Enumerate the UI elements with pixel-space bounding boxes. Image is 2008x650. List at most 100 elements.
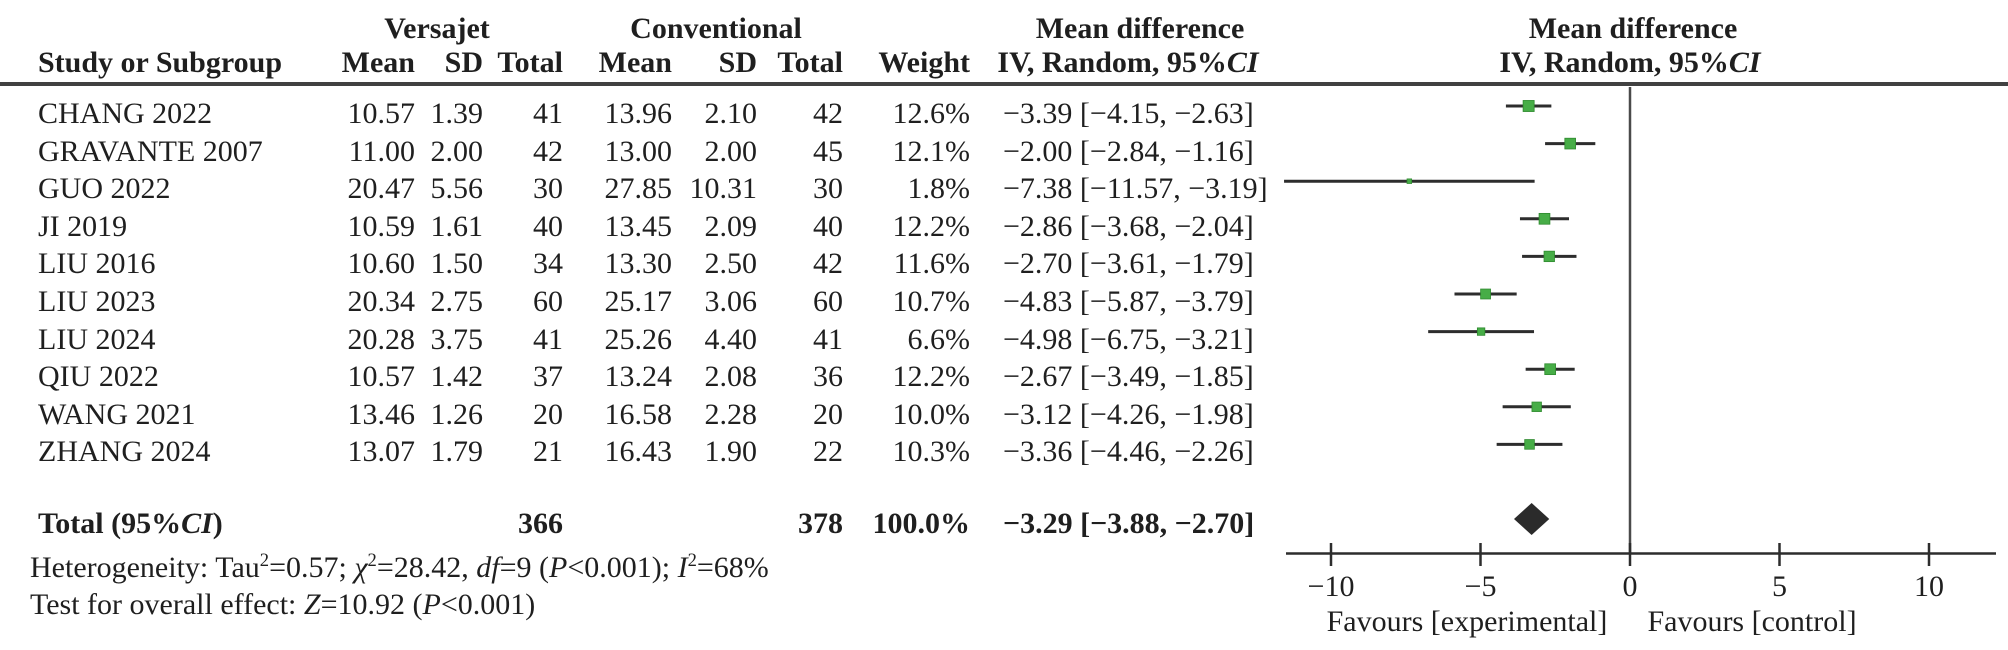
study-weight: 12.2% [892,360,971,394]
favours-experimental-label: Favours [experimental] [1327,605,1608,638]
overall-effect-note: Test for overall effect: Z=10.92 (P<0.00… [30,586,535,623]
study-ci-text: −2.67 [−3.49, −1.85] [1003,360,1254,394]
exp-total: 21 [533,435,563,469]
ctl-mean: 13.45 [604,209,673,243]
ctl-total: 42 [813,247,843,281]
exp-sd: 1.79 [430,435,484,469]
total-exp-n: 366 [518,507,563,540]
column-header-ctl-sd: SD [718,46,757,79]
ci-header-ci: CI [1226,46,1259,79]
ci-header-prefix: IV, Random, 95% [1499,46,1729,79]
point-estimate-square [1480,288,1491,300]
study-name: LIU 2024 [38,322,156,356]
ctl-mean: 13.24 [604,360,673,394]
exp-mean: 10.60 [347,247,416,281]
study-weight: 11.6% [893,247,970,281]
ctl-total: 45 [813,134,843,168]
favours-control-label: Favours [control] [1647,605,1856,638]
ctl-mean: 16.43 [604,435,673,469]
heterogeneity-segment: <0.001); [567,551,678,584]
study-ci-text: −2.70 [−3.61, −1.79] [1003,247,1254,281]
study-weight: 10.3% [892,435,971,469]
heterogeneity-segment: Heterogeneity: Tau [30,551,260,584]
exp-sd: 5.56 [430,172,484,206]
ctl-total: 40 [813,209,843,243]
overall-effect-segment: <0.001) [440,588,536,621]
ctl-mean: 16.58 [604,397,673,431]
study-name: CHANG 2022 [38,97,213,130]
ctl-total: 42 [813,97,843,130]
ctl-mean: 13.30 [604,247,673,281]
study-weight: 10.0% [892,397,971,431]
heterogeneity-segment: 2 [687,550,697,571]
ctl-total: 36 [813,360,843,394]
exp-sd: 2.75 [430,285,484,318]
column-header-ctl-mean: Mean [598,46,672,79]
study-name: QIU 2022 [38,360,159,394]
exp-total: 41 [533,97,563,130]
ctl-sd: 2.10 [704,97,758,130]
point-estimate-square [1406,178,1413,184]
study-name: JI 2019 [38,209,128,243]
ctl-sd: 2.08 [704,360,758,394]
exp-mean: 10.57 [347,360,416,394]
total-row-label: Total (95%CI) [38,505,223,542]
ctl-total: 22 [813,435,843,469]
total-ctl-n: 378 [798,507,843,540]
point-estimate-square [1524,439,1535,450]
pooled-diamond [1513,503,1550,535]
study-weight: 6.6% [907,322,971,356]
exp-mean: 11.00 [348,134,415,168]
overall-effect-segment: Test for overall effect: [30,588,304,621]
ctl-mean: 13.96 [604,97,673,130]
ctl-total: 60 [813,285,843,318]
total-label-ci: CI [181,507,213,540]
heterogeneity-note: Heterogeneity: Tau2=0.57; χ2=28.42, df=9… [30,549,769,586]
column-header-ci-plot: IV, Random, 95%CI [1499,44,1760,81]
ctl-total: 30 [813,172,843,206]
heterogeneity-segment: =68% [696,551,769,584]
study-name: GRAVANTE 2007 [38,134,263,168]
total-label-pre: Total (95% [38,507,182,540]
point-estimate-square [1543,250,1555,263]
exp-total: 42 [533,134,563,168]
study-ci-text: −3.12 [−4.26, −1.98] [1003,397,1254,431]
exp-mean: 20.34 [347,285,416,318]
heterogeneity-segment: =0.57; [269,551,355,584]
exp-total: 30 [533,172,563,206]
exp-mean: 13.46 [347,397,416,431]
study-ci-text: −4.98 [−6.75, −3.21] [1003,322,1254,356]
group-header-control: Conventional [630,12,802,45]
ci-header-prefix: IV, Random, 95% [997,46,1227,79]
column-header-exp-mean: Mean [341,46,415,79]
column-header-exp-sd: SD [444,46,483,79]
ctl-sd: 3.06 [704,285,758,318]
ctl-sd: 10.31 [689,172,758,206]
exp-mean: 10.57 [347,97,416,130]
total-weight: 100.0% [872,507,971,540]
study-ci-text: −4.83 [−5.87, −3.79] [1003,285,1254,318]
column-header-study: Study or Subgroup [38,46,283,79]
column-header-ctl-total: Total [777,46,843,79]
heterogeneity-segment: I [677,551,688,584]
total-ci-text: −3.29 [−3.88, −2.70] [1003,507,1255,540]
exp-mean: 10.59 [347,209,416,243]
heterogeneity-segment: =9 ( [499,551,550,584]
exp-total: 20 [533,397,563,431]
study-weight: 1.8% [907,172,971,206]
ctl-sd: 2.09 [704,209,758,243]
exp-mean: 20.47 [347,172,416,206]
study-weight: 10.7% [892,285,971,318]
exp-total: 37 [533,360,563,394]
study-weight: 12.6% [892,97,971,130]
group-header-experimental: Versajet [384,12,490,45]
exp-mean: 20.28 [347,322,416,356]
ctl-total: 41 [813,322,843,356]
axis-tick-label: 0 [1623,570,1638,603]
overall-effect-segment: P [422,588,441,621]
point-estimate-square [1476,327,1486,336]
ctl-sd: 4.40 [704,322,758,356]
exp-total: 41 [533,322,563,356]
study-ci-text: −2.86 [−3.68, −2.04] [1003,209,1254,243]
